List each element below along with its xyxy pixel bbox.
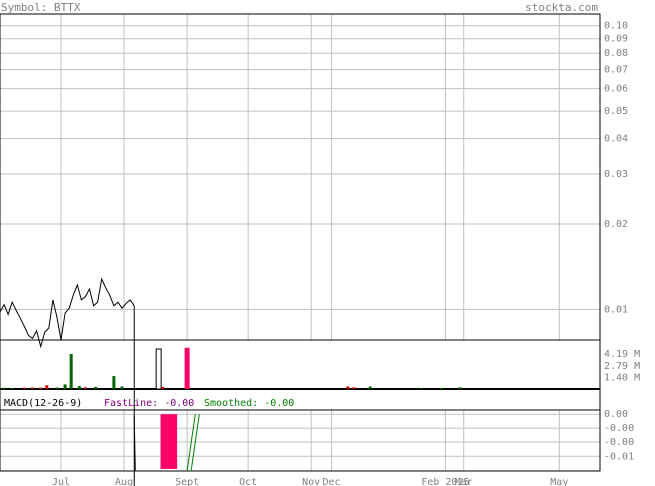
volume-bar <box>77 386 81 389</box>
price-tick-label: 0.05 <box>604 106 628 117</box>
volume-bar <box>419 388 423 389</box>
volume-bar <box>55 387 59 389</box>
volume-tick-label: 4.19 M <box>604 349 640 360</box>
price-tick-label: 0.08 <box>604 48 628 59</box>
volume-bar <box>458 387 462 389</box>
x-tick-label: Sept <box>175 477 199 486</box>
volume-bar <box>69 354 73 389</box>
macd-smoothed <box>186 414 196 472</box>
chart-frame <box>0 13 601 472</box>
volume-tick-label: 2.79 M <box>604 361 640 372</box>
price-tick-label: 0.04 <box>604 134 628 145</box>
symbol-label: Symbol: BTTX <box>1 1 81 14</box>
volume-bar <box>39 387 43 389</box>
macd-tick-label: -0.01 <box>604 451 634 462</box>
macd-histogram-bar <box>164 414 169 469</box>
grid <box>0 14 600 471</box>
macd-tick-label: -0.00 <box>604 423 634 434</box>
volume-bar <box>352 387 356 389</box>
macd-panel <box>133 414 200 472</box>
price-panel <box>0 277 135 486</box>
price-tick-label: 0.03 <box>604 169 628 180</box>
x-tick-label: Aug <box>115 477 133 486</box>
x-tick-label: Jul <box>52 477 70 486</box>
volume-bar <box>346 386 350 389</box>
volume-bar <box>161 386 165 389</box>
macd-histogram-bar <box>168 414 174 469</box>
volume-bar <box>2 387 6 389</box>
volume-bar <box>155 348 162 390</box>
price-tick-label: 0.06 <box>604 84 628 95</box>
volume-bar <box>120 386 124 389</box>
volume-bar <box>83 387 87 389</box>
x-tick-label: Dec <box>322 477 340 486</box>
x-tick-label: Oct <box>239 477 257 486</box>
volume-bar <box>22 387 26 389</box>
volume-bar <box>31 387 35 389</box>
price-tick-label: 0.07 <box>604 65 628 76</box>
volume-bar <box>63 384 67 389</box>
price-tick-label: 0.02 <box>604 219 628 230</box>
volume-bar <box>368 386 372 389</box>
macd-tick-label: 0.00 <box>604 409 628 420</box>
x-tick-label: Mar <box>455 477 473 486</box>
macd-fastline <box>133 416 136 472</box>
macd-histogram-bar <box>172 414 178 469</box>
price-line <box>0 277 135 349</box>
volume-bar <box>184 347 190 389</box>
volume-tick-label: 1.40 M <box>604 372 640 383</box>
x-tick-label: Nov <box>302 477 320 486</box>
price-tick-label: 0.09 <box>604 34 628 45</box>
volume-bar <box>45 385 49 389</box>
volume-bar <box>439 388 443 389</box>
volume-bar <box>10 388 14 389</box>
y-axis-ticks: 0.10 0.09 0.08 0.07 0.06 0.05 0.04 0.03 0.02 0.01… <box>604 21 640 463</box>
site-label: stockta.com <box>525 1 598 14</box>
price-tick-label: 0.01 <box>604 304 628 315</box>
x-tick-label: May <box>550 477 568 486</box>
volume-bar <box>94 386 98 389</box>
price-tick-label: 0.10 <box>604 21 628 32</box>
smoothed-label: Smoothed: -0.00 <box>204 398 294 409</box>
macd-tick-label: -0.00 <box>604 437 634 448</box>
fastline-label: FastLine: -0.00 <box>104 398 194 409</box>
volume-panel <box>2 347 462 390</box>
macd-histogram-bar <box>160 414 165 469</box>
macd-smoothed-shadow <box>190 414 200 472</box>
volume-bar <box>112 376 116 389</box>
x-tick-label: Feb 2025 <box>421 477 469 486</box>
macd-label: MACD(12-26-9) <box>4 398 82 409</box>
